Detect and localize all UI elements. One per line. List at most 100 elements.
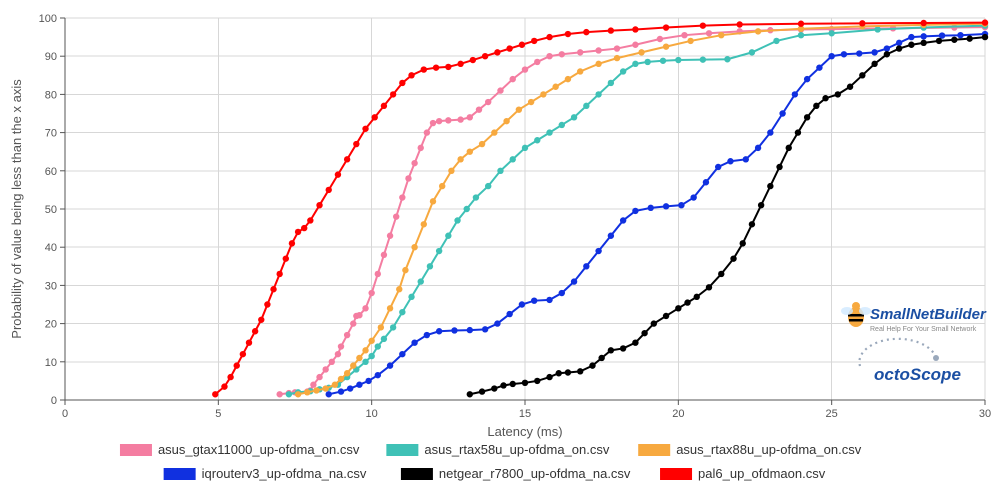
series-marker: [620, 345, 626, 351]
series-marker: [644, 59, 650, 65]
series-marker: [706, 284, 712, 290]
series-marker: [767, 183, 773, 189]
series-marker: [577, 68, 583, 74]
series-marker: [690, 194, 696, 200]
series-marker: [859, 72, 865, 78]
series-marker: [804, 76, 810, 82]
series-marker: [467, 149, 473, 155]
series-marker: [641, 330, 647, 336]
y-axis-label: Probability of value being less than the…: [9, 79, 24, 339]
series-marker: [234, 362, 240, 368]
series-marker: [276, 271, 282, 277]
series-marker: [338, 376, 344, 382]
series-marker: [503, 118, 509, 124]
series-marker: [482, 326, 488, 332]
series-marker: [519, 301, 525, 307]
series-marker: [506, 45, 512, 51]
series-marker: [687, 38, 693, 44]
series-marker: [663, 313, 669, 319]
series-marker: [694, 294, 700, 300]
series-marker: [372, 114, 378, 120]
series-marker: [316, 374, 322, 380]
series-marker: [620, 68, 626, 74]
series-marker: [258, 317, 264, 323]
series-marker: [344, 156, 350, 162]
series-marker: [313, 387, 319, 393]
series-marker: [322, 385, 328, 391]
series-marker: [730, 255, 736, 261]
series-marker: [540, 91, 546, 97]
series-marker: [740, 240, 746, 246]
series-marker: [381, 103, 387, 109]
line-chart: SmallNetBuilderReal Help For Your Small …: [0, 0, 1000, 500]
series-marker: [614, 55, 620, 61]
series-marker: [531, 297, 537, 303]
series-marker: [326, 391, 332, 397]
series-marker: [598, 355, 604, 361]
series-marker: [418, 145, 424, 151]
series-marker: [884, 45, 890, 51]
series-marker: [286, 391, 292, 397]
series-marker: [531, 38, 537, 44]
y-tick-label: 70: [45, 128, 57, 140]
series-marker: [362, 126, 368, 132]
series-marker: [332, 382, 338, 388]
series-marker: [399, 194, 405, 200]
series-marker: [467, 327, 473, 333]
series-marker: [491, 129, 497, 135]
series-marker: [589, 362, 595, 368]
series-marker: [795, 129, 801, 135]
series-marker: [516, 106, 522, 112]
series-marker: [387, 233, 393, 239]
series-marker: [715, 164, 721, 170]
legend-item: iqrouterv3_up-ofdma_na.csv: [164, 466, 367, 481]
series-marker: [344, 370, 350, 376]
series-marker: [684, 299, 690, 305]
series-marker: [565, 369, 571, 375]
x-tick-label: 15: [519, 408, 531, 420]
y-tick-label: 60: [45, 166, 57, 178]
series-marker: [448, 168, 454, 174]
series-marker: [467, 114, 473, 120]
series-marker: [632, 208, 638, 214]
series-marker: [559, 122, 565, 128]
series-marker: [638, 49, 644, 55]
series-marker: [798, 32, 804, 38]
series-marker: [295, 391, 301, 397]
series-marker: [491, 385, 497, 391]
series-marker: [966, 35, 972, 41]
chart-container: SmallNetBuilderReal Help For Your Small …: [0, 0, 1000, 500]
series-marker: [356, 355, 362, 361]
series-marker: [546, 34, 552, 40]
series-marker: [368, 353, 374, 359]
series-marker: [240, 351, 246, 357]
series-marker: [534, 137, 540, 143]
series-marker: [408, 294, 414, 300]
series-marker: [399, 351, 405, 357]
series-marker: [347, 385, 353, 391]
watermark-title: SmallNetBuilder: [870, 306, 987, 323]
series-marker: [871, 49, 877, 55]
series-marker: [362, 359, 368, 365]
series-marker: [920, 33, 926, 39]
series-marker: [660, 58, 666, 64]
series-marker: [356, 382, 362, 388]
series-marker: [767, 129, 773, 135]
series-marker: [353, 141, 359, 147]
series-marker: [828, 53, 834, 59]
series-marker: [436, 118, 442, 124]
x-tick-label: 30: [979, 408, 991, 420]
series-marker: [727, 158, 733, 164]
legend-swatch: [638, 444, 670, 456]
legend-label: asus_gtax11000_up-ofdma_on.csv: [158, 442, 360, 457]
series-marker: [246, 340, 252, 346]
series-marker: [663, 203, 669, 209]
series-marker: [835, 91, 841, 97]
series-marker: [356, 312, 362, 318]
series-marker: [908, 34, 914, 40]
series-marker: [519, 42, 525, 48]
y-tick-label: 90: [45, 51, 57, 63]
y-tick-label: 40: [45, 242, 57, 254]
series-marker: [227, 374, 233, 380]
series-marker: [546, 297, 552, 303]
